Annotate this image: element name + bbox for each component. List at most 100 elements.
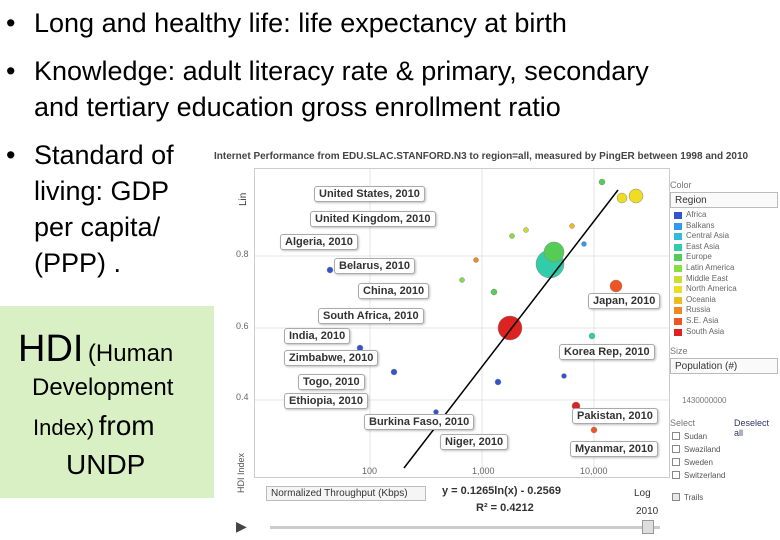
hdi-word: Index): [33, 415, 95, 440]
y-scale-toggle[interactable]: Lin: [238, 192, 249, 206]
bubble-plot: [254, 168, 670, 478]
bubble[interactable]: [609, 279, 623, 293]
hdi-word: from: [98, 410, 155, 441]
bubble[interactable]: [459, 277, 465, 283]
hdi-line-2: Development: [32, 374, 174, 401]
country-label[interactable]: United Kingdom, 2010: [310, 211, 436, 227]
x-tick-label: 10,000: [580, 466, 608, 476]
trend-equation: y = 0.1265ln(x) - 0.2569: [442, 485, 561, 497]
select-item[interactable]: Sudan: [672, 432, 707, 441]
select-item[interactable]: Swaziland: [672, 445, 720, 454]
checkbox[interactable]: [672, 458, 680, 466]
legend-item[interactable]: Oceania: [674, 295, 774, 306]
country-label[interactable]: Japan, 2010: [588, 293, 661, 309]
legend-label: East Asia: [686, 241, 720, 251]
bubble[interactable]: [598, 178, 606, 186]
y-tick-label: 0.8: [236, 249, 249, 259]
legend-item[interactable]: East Asia: [674, 242, 774, 253]
bubble[interactable]: [390, 368, 398, 376]
x-scale-toggle[interactable]: Log: [634, 488, 651, 499]
country-label[interactable]: China, 2010: [358, 283, 430, 299]
legend-item[interactable]: Middle East: [674, 274, 774, 285]
color-dropdown[interactable]: Region: [670, 192, 778, 208]
bubble[interactable]: [543, 241, 565, 263]
country-label[interactable]: United States, 2010: [314, 186, 425, 202]
legend-item[interactable]: Africa: [674, 210, 774, 221]
bullet-marker: •: [6, 140, 16, 170]
motion-chart-screenshot: Internet Performance from EDU.SLAC.STANF…: [214, 148, 780, 540]
legend-label: Africa: [686, 210, 707, 219]
bubble[interactable]: [628, 188, 644, 204]
legend-item[interactable]: S.E. Asia: [674, 316, 774, 327]
select-item[interactable]: Sweden: [672, 458, 713, 467]
deselect-all-link[interactable]: Deselect all: [734, 418, 770, 438]
legend-label: Oceania: [686, 294, 716, 304]
bubble[interactable]: [588, 332, 596, 340]
bubble[interactable]: [523, 227, 529, 233]
legend-label: Central Asia: [686, 231, 730, 241]
legend-item[interactable]: Latin America: [674, 263, 774, 274]
checkbox[interactable]: [672, 471, 680, 479]
trails-toggle[interactable]: Trails: [672, 493, 703, 502]
checkbox[interactable]: [672, 432, 680, 440]
country-label[interactable]: Myanmar, 2010: [570, 441, 659, 457]
legend-item[interactable]: Europe: [674, 252, 774, 263]
select-item-label: Swaziland: [684, 445, 721, 454]
hdi-line-3: Index) from: [33, 410, 155, 442]
legend-item[interactable]: South Asia: [674, 327, 774, 338]
play-icon[interactable]: ▶: [236, 518, 247, 534]
select-item[interactable]: Switzerland: [672, 471, 725, 480]
country-label[interactable]: Belarus, 2010: [334, 258, 415, 274]
bubble[interactable]: [509, 233, 515, 239]
bullet-text: Standard of: [34, 140, 174, 170]
checkbox[interactable]: [672, 445, 680, 453]
country-label[interactable]: India, 2010: [284, 328, 351, 344]
bubble[interactable]: [616, 192, 628, 204]
country-label[interactable]: South Africa, 2010: [318, 308, 424, 324]
r-squared: R² = 0.4212: [476, 502, 534, 514]
legend-swatch: [674, 296, 682, 304]
country-label[interactable]: Niger, 2010: [440, 434, 509, 450]
legend-label: Middle East: [686, 273, 728, 283]
country-label[interactable]: Algeria, 2010: [280, 234, 358, 250]
checkbox[interactable]: [672, 493, 680, 501]
chart-side-panel: Color Region Africa Balkans Central Asia Ea…: [670, 180, 780, 540]
bullet-text: Knowledge: adult literacy rate & primary…: [34, 56, 649, 86]
country-label[interactable]: Burkina Faso, 2010: [364, 414, 475, 430]
bubble[interactable]: [326, 266, 334, 274]
y-axis-label[interactable]: HDI Index: [236, 452, 246, 493]
trails-label: Trails: [684, 493, 704, 502]
legend-label: Balkans: [686, 220, 715, 230]
chart-title: Internet Performance from EDU.SLAC.STANF…: [214, 151, 749, 162]
select-header: Select: [670, 418, 696, 428]
x-axis-dropdown[interactable]: Normalized Throughput (Kbps): [266, 486, 426, 501]
timeline-handle[interactable]: [642, 520, 654, 534]
bullet-text: per capita/: [34, 212, 161, 242]
bubble[interactable]: [590, 426, 598, 434]
legend-item[interactable]: North America: [674, 284, 774, 295]
legend-item[interactable]: Russia: [674, 305, 774, 316]
bubble[interactable]: [581, 241, 587, 247]
bubbles: [326, 178, 644, 434]
country-label[interactable]: Togo, 2010: [298, 374, 365, 390]
bubble[interactable]: [569, 223, 575, 229]
legend-label: Russia: [686, 305, 711, 315]
country-label[interactable]: Zimbabwe, 2010: [284, 350, 379, 366]
bubble[interactable]: [561, 373, 567, 379]
country-label[interactable]: Ethiopia, 2010: [284, 393, 368, 409]
country-label[interactable]: Pakistan, 2010: [572, 408, 658, 424]
bullet-text: (PPP) .: [34, 248, 122, 278]
bullet-text: living: GDP: [34, 176, 170, 206]
timeline-slider[interactable]: [270, 526, 660, 529]
bubble[interactable]: [473, 257, 479, 263]
bullet-marker: •: [6, 8, 16, 38]
hdi-word: (Human: [87, 340, 174, 367]
legend-item[interactable]: Central Asia: [674, 231, 774, 242]
bubble[interactable]: [494, 378, 502, 386]
hdi-line-4: UNDP: [66, 449, 146, 480]
legend-swatch: [674, 286, 682, 294]
legend-item[interactable]: Balkans: [674, 221, 774, 232]
country-label[interactable]: Korea Rep, 2010: [559, 344, 655, 360]
size-dropdown[interactable]: Population (#): [670, 358, 778, 374]
bubble[interactable]: [490, 288, 498, 296]
